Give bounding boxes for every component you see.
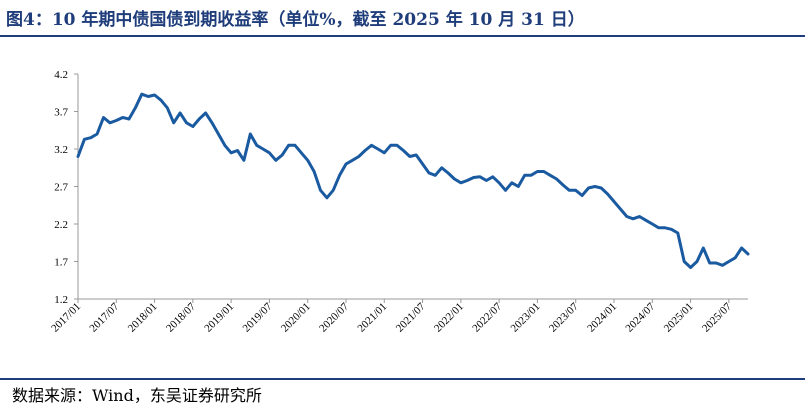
axes [77, 74, 748, 300]
source-note: 数据来源：Wind，东吴证券研究所 [12, 386, 262, 405]
y-tick-label: 3.2 [54, 144, 68, 156]
x-tick-label: 2021/07 [394, 300, 428, 334]
x-tick-label: 2019/01 [202, 301, 236, 335]
chart: 4.2 3.7 3.2 2.7 2.2 1.7 1.2 2017/01 2017/07 2018… [49, 69, 750, 335]
x-tick-label: 2017/07 [87, 300, 121, 334]
bottom-rule [0, 378, 805, 380]
x-tick-label: 2022/07 [470, 300, 504, 334]
x-tick-label: 2025/01 [662, 301, 696, 335]
x-axis-ticks: 2017/01 2017/07 2018/01 2018/07 2019/01 2019/… [49, 299, 734, 335]
x-tick-label: 2021/01 [355, 301, 389, 335]
x-tick-label: 2024/01 [585, 301, 619, 335]
x-tick-label: 2018/01 [126, 301, 160, 335]
plot-area [76, 92, 750, 269]
y-tick-label: 2.7 [54, 182, 68, 194]
y-tick-label: 2.2 [54, 219, 68, 231]
y-axis-ticks: 4.2 3.7 3.2 2.7 2.2 1.7 1.2 [54, 69, 78, 306]
y-tick-label: 1.7 [54, 257, 68, 269]
y-tick-label: 4.2 [54, 69, 68, 81]
y-tick-label: 3.7 [54, 107, 68, 119]
chart-title: 图4：10 年期中债国债到期收益率（单位%，截至 2025 年 10 月 31 … [6, 10, 585, 30]
x-tick-label: 2018/07 [164, 300, 198, 334]
x-tick-label: 2020/01 [279, 301, 313, 335]
top-rule [0, 35, 805, 37]
y-tick-label: 1.2 [54, 294, 68, 306]
x-tick-label: 2025/07 [700, 300, 734, 334]
x-tick-label: 2022/01 [432, 301, 466, 335]
series-line [76, 92, 750, 269]
x-tick-label: 2023/01 [509, 301, 543, 335]
x-tick-label: 2023/07 [547, 300, 581, 334]
x-tick-label: 2024/07 [623, 300, 657, 334]
x-tick-label: 2020/07 [317, 300, 351, 334]
x-tick-label: 2019/07 [241, 300, 275, 334]
